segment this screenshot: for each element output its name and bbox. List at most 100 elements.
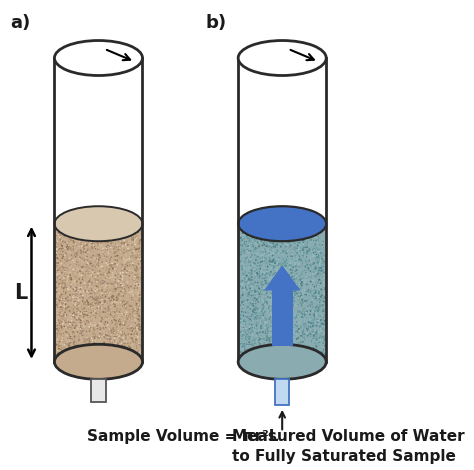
Point <box>275 254 283 262</box>
Point <box>289 227 297 235</box>
Point <box>245 233 253 241</box>
Point <box>73 316 81 324</box>
Point <box>279 298 286 306</box>
Point <box>93 280 101 288</box>
Point <box>91 307 99 314</box>
Point <box>110 328 118 336</box>
Point <box>68 350 75 357</box>
Point <box>255 350 263 358</box>
Point <box>241 231 248 239</box>
Point <box>320 251 328 258</box>
Point <box>106 264 114 272</box>
Point <box>134 356 142 364</box>
Point <box>277 325 285 333</box>
Point <box>319 343 327 350</box>
Point <box>239 247 247 254</box>
Point <box>270 274 278 282</box>
Point <box>291 278 299 285</box>
Point <box>119 303 127 310</box>
Point <box>90 238 97 245</box>
Point <box>64 277 72 285</box>
Point <box>90 315 98 322</box>
Point <box>297 235 304 243</box>
Point <box>108 315 116 322</box>
Point <box>114 346 121 354</box>
Point <box>94 272 102 280</box>
Point <box>277 335 285 342</box>
Point <box>89 345 96 352</box>
Point <box>257 356 265 364</box>
Point <box>283 305 291 312</box>
Point <box>246 291 253 298</box>
Point <box>58 295 66 302</box>
Point <box>290 335 298 342</box>
Point <box>65 306 73 313</box>
Point <box>273 287 281 295</box>
Point <box>83 262 91 270</box>
Point <box>294 318 302 326</box>
Point <box>121 337 128 345</box>
Point <box>308 315 315 323</box>
Point <box>72 350 79 358</box>
Point <box>121 263 129 271</box>
Point <box>281 348 288 355</box>
Point <box>112 312 120 319</box>
Point <box>306 236 313 244</box>
Point <box>266 343 274 350</box>
Point <box>111 268 119 275</box>
Point <box>300 276 308 284</box>
Point <box>272 243 279 251</box>
Point <box>137 335 144 342</box>
Point <box>250 232 257 240</box>
Point <box>293 286 301 293</box>
Point <box>266 255 273 263</box>
Point <box>62 337 69 345</box>
Point <box>108 350 116 357</box>
Point <box>282 321 289 328</box>
Point <box>237 251 245 258</box>
Point <box>118 267 125 274</box>
Point <box>243 232 251 240</box>
Point <box>263 356 270 364</box>
Point <box>137 235 145 243</box>
Point <box>90 300 98 307</box>
Point <box>271 255 279 263</box>
Point <box>84 250 91 258</box>
Point <box>314 256 322 264</box>
Point <box>284 252 292 259</box>
Point <box>82 280 90 288</box>
Point <box>283 313 291 320</box>
Point <box>53 288 60 296</box>
Point <box>301 320 309 328</box>
Point <box>280 248 288 255</box>
Point <box>87 293 94 300</box>
Point <box>127 320 135 327</box>
Point <box>95 226 103 233</box>
Point <box>307 254 315 261</box>
Point <box>289 247 296 255</box>
Point <box>245 231 253 238</box>
Point <box>57 344 65 351</box>
Point <box>293 226 301 233</box>
Point <box>319 267 327 274</box>
Point <box>266 289 274 297</box>
Point <box>110 306 118 314</box>
Point <box>74 249 82 256</box>
Point <box>314 334 321 342</box>
Point <box>248 340 256 348</box>
Point <box>297 354 305 362</box>
Point <box>52 266 60 274</box>
Point <box>108 317 116 325</box>
Point <box>67 244 74 251</box>
Point <box>57 280 64 287</box>
Point <box>307 285 315 293</box>
Point <box>86 261 94 268</box>
Point <box>258 282 266 290</box>
Point <box>127 280 135 288</box>
Point <box>134 274 142 281</box>
Point <box>128 324 135 332</box>
Point <box>317 279 325 287</box>
Point <box>126 337 133 345</box>
Point <box>318 260 326 267</box>
Point <box>293 265 301 273</box>
